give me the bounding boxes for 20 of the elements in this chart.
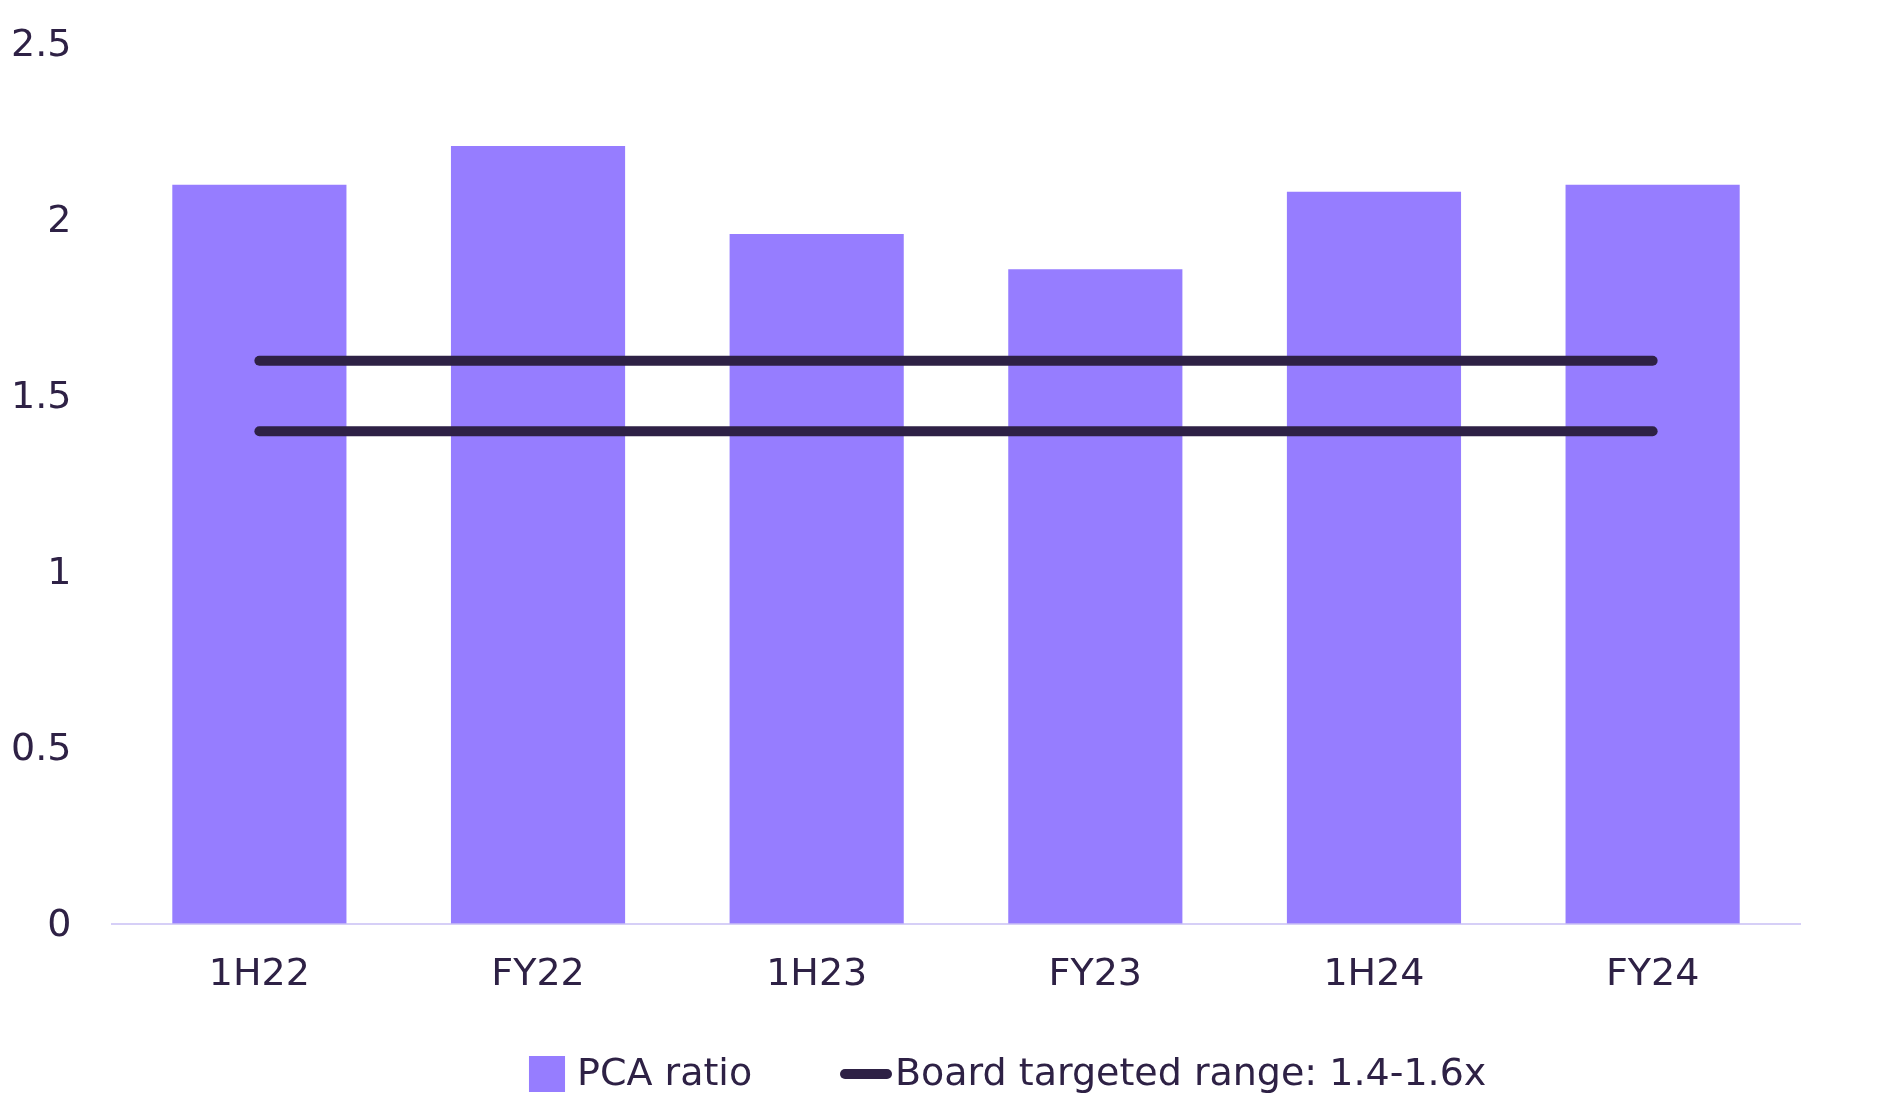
y-tick-label: 0 (47, 900, 72, 945)
bar (729, 234, 904, 924)
y-tick-label: 2 (47, 196, 72, 241)
legend-label: PCA ratio (577, 1050, 753, 1094)
bar (1008, 269, 1183, 924)
y-tick-label: 2.5 (11, 20, 72, 65)
x-tick-label: FY23 (1048, 949, 1143, 994)
y-tick-label: 1.5 (11, 372, 72, 417)
x-tick-label: FY22 (491, 949, 585, 994)
bar (450, 146, 626, 924)
bar (1286, 191, 1462, 924)
bar (1565, 184, 1740, 924)
legend-label: Board targeted range: 1.4-1.6x (895, 1050, 1487, 1094)
bar (172, 184, 347, 924)
y-tick-label: 0.5 (11, 724, 72, 769)
x-tick-label: 1H23 (766, 949, 868, 994)
x-tick-label: 1H22 (208, 949, 310, 994)
y-tick-label: 1 (47, 548, 72, 593)
x-tick-label: FY24 (1605, 949, 1700, 994)
x-tick-label: 1H24 (1323, 949, 1425, 994)
